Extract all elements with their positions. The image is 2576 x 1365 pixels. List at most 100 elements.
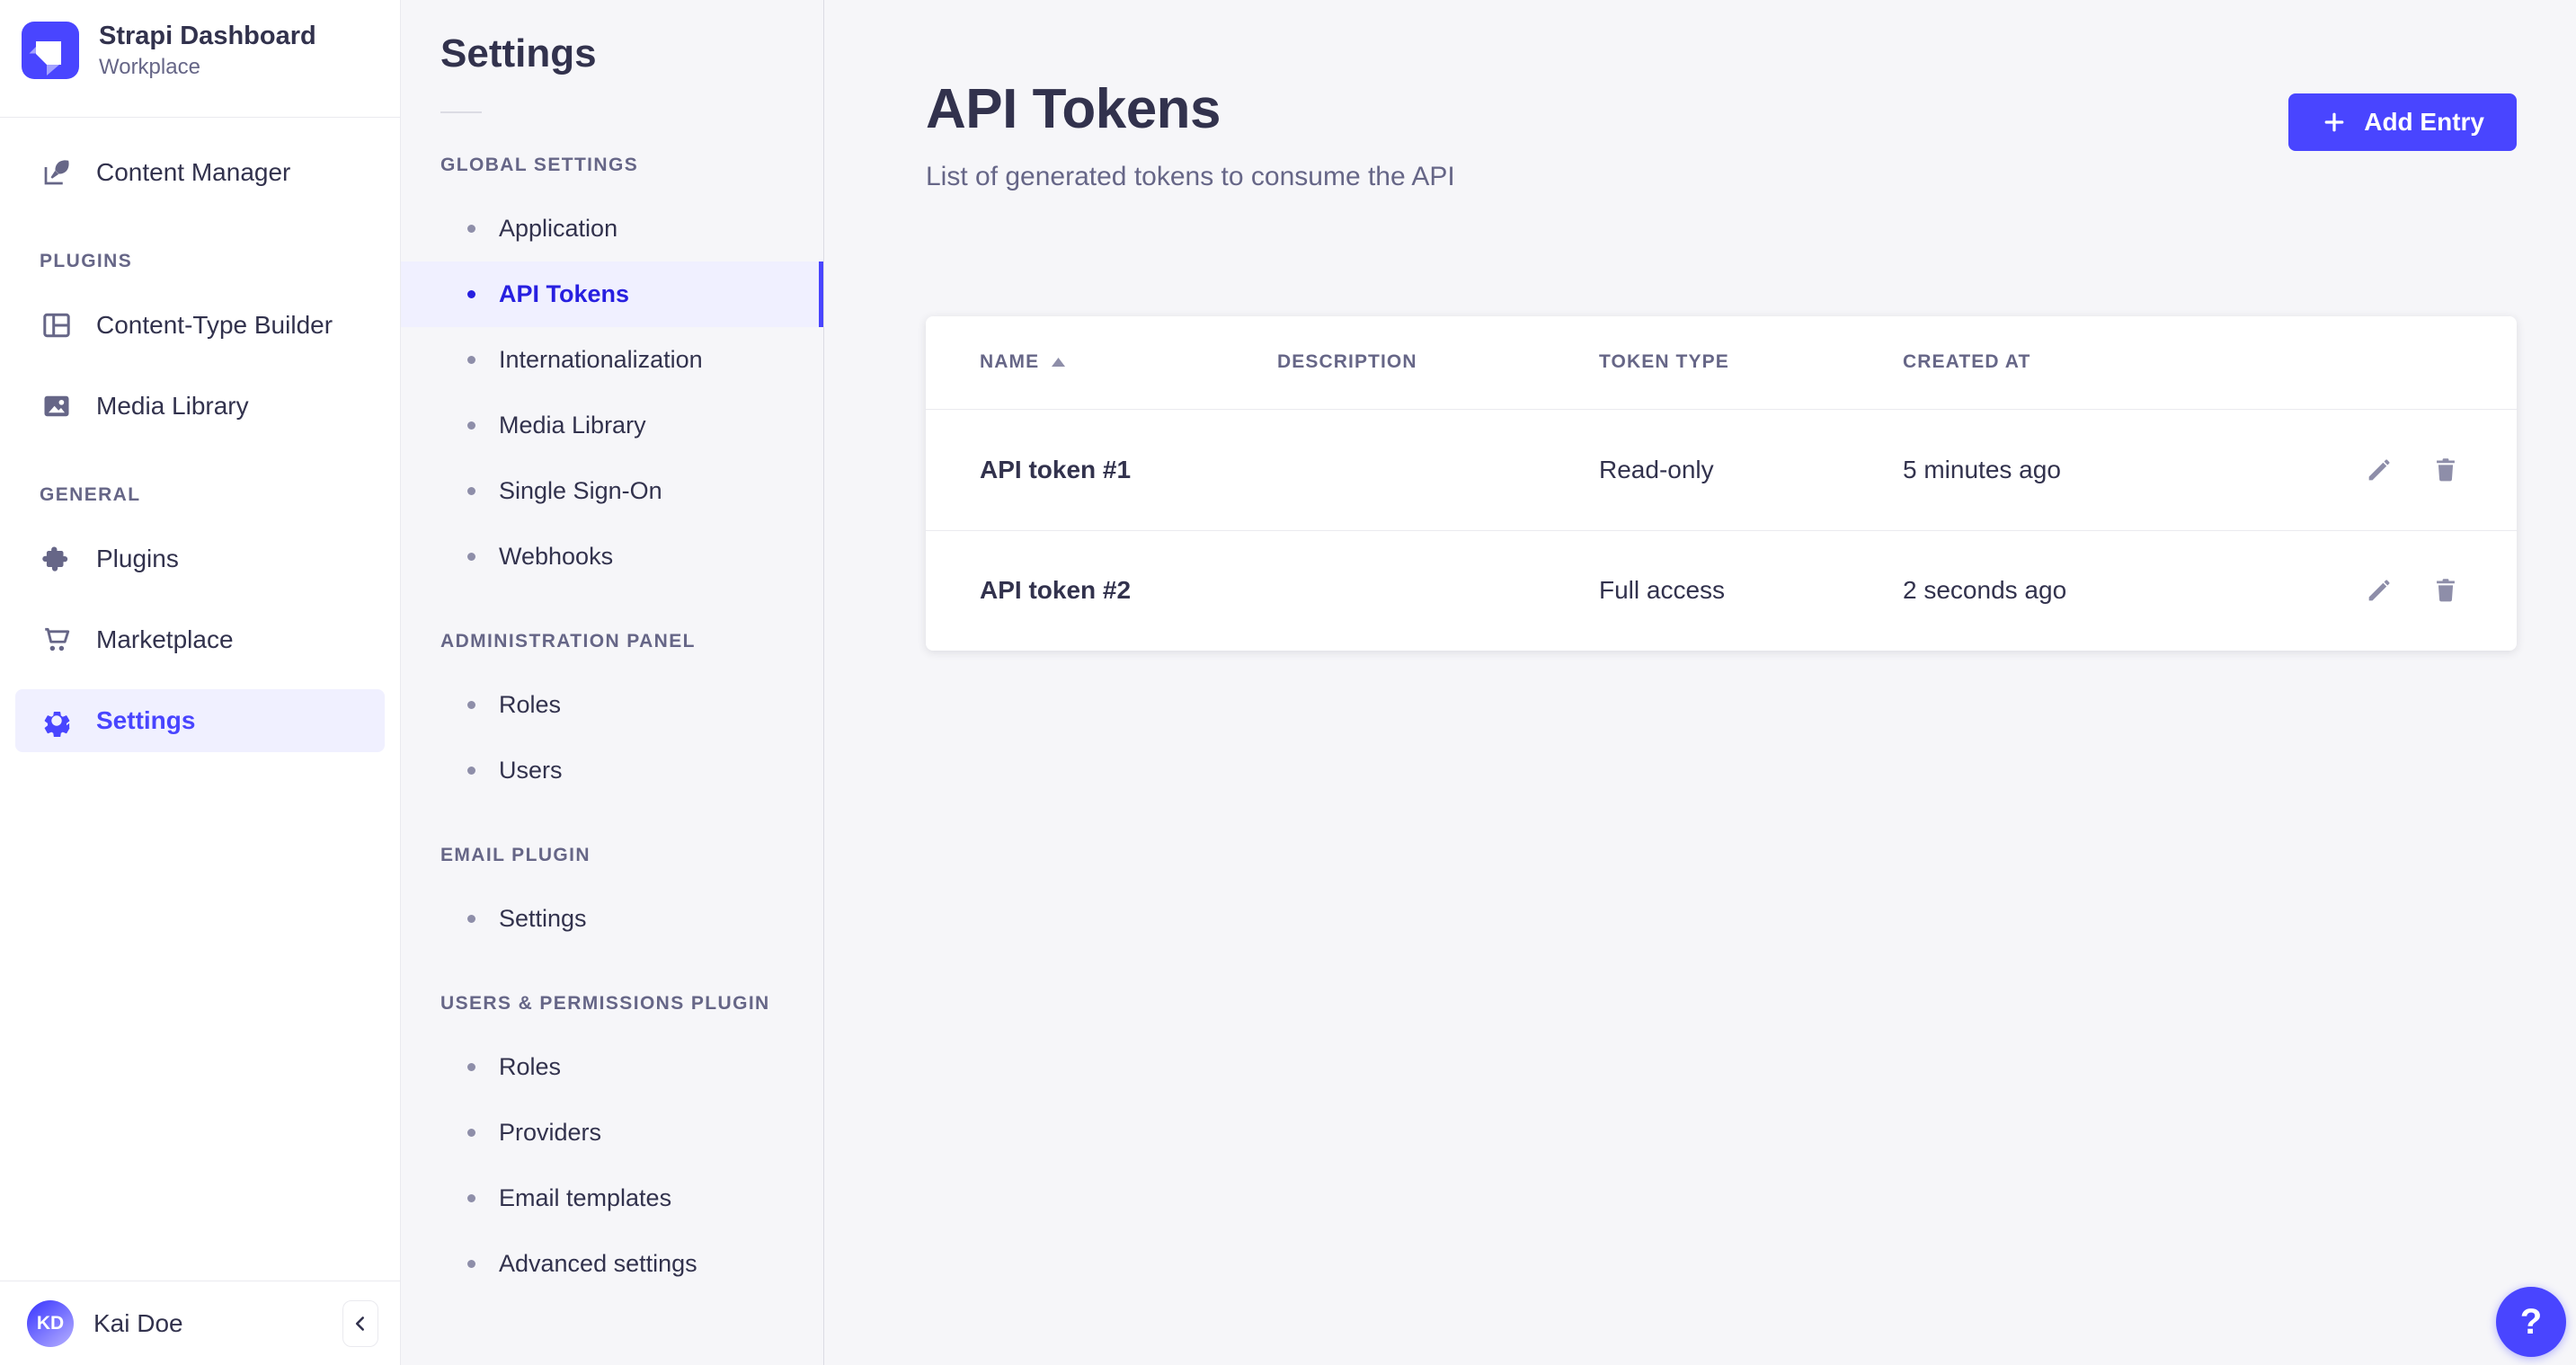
sidebar-item-settings[interactable]: Settings	[15, 688, 385, 752]
sidebar-item-label: Media Library	[96, 391, 249, 420]
subnav-item-email-settings[interactable]: Settings	[401, 886, 823, 952]
workspace-switcher[interactable]: Strapi Dashboard Workplace	[0, 0, 400, 117]
content-manager-icon	[40, 156, 73, 189]
column-header-token-type: TOKEN TYPE	[1599, 351, 1729, 373]
token-type: Full access	[1599, 576, 1726, 605]
bullet-icon	[467, 1129, 475, 1138]
sidebar-item-label: Plugins	[96, 544, 179, 572]
subnav-item-email-templates[interactable]: Email templates	[401, 1166, 823, 1231]
subnav-section-users-permissions-plugin: USERS & PERMISSIONS PLUGIN	[440, 993, 770, 1015]
subnav-item-label: Application	[499, 215, 618, 243]
sidebar-divider	[0, 116, 400, 118]
edit-pencil-icon[interactable]	[2364, 574, 2396, 607]
sidebar-item-label: Marketplace	[96, 625, 234, 653]
subnav-section-email-plugin: EMAIL PLUGIN	[440, 845, 591, 866]
row-actions	[2346, 454, 2463, 486]
user-name: Kai Doe	[93, 1308, 183, 1337]
delete-trash-icon[interactable]	[2430, 574, 2463, 607]
bullet-icon	[467, 767, 475, 776]
bullet-icon	[467, 487, 475, 496]
column-header-name: NAME	[980, 351, 1277, 373]
add-entry-label: Add Entry	[2364, 108, 2484, 136]
column-header-description: DESCRIPTION	[1277, 351, 1417, 373]
subnav-item-label: Single Sign-On	[499, 477, 662, 505]
token-created-at: 5 minutes ago	[1903, 455, 2061, 483]
main-nav-list: Content Manager PLUGINS Content-Type Bui…	[0, 118, 400, 752]
bullet-icon	[467, 1194, 475, 1203]
subnav-item-admin-users[interactable]: Users	[401, 738, 823, 803]
user-row: KD Kai Doe	[0, 1281, 400, 1365]
chevron-left-icon	[349, 1312, 372, 1335]
column-header-created-at: CREATED AT	[1903, 351, 2031, 373]
token-created-at: 2 seconds ago	[1903, 576, 2067, 605]
sidebar-section-general: GENERAL	[40, 483, 141, 505]
sidebar-item-marketplace[interactable]: Marketplace	[15, 608, 385, 671]
marketplace-icon	[40, 624, 73, 656]
bullet-icon	[467, 356, 475, 365]
main-sidebar: Strapi Dashboard Workplace Content Manag…	[0, 0, 401, 1365]
settings-subnav: Settings GLOBAL SETTINGS Application API…	[401, 0, 824, 1365]
subnav-item-internationalization[interactable]: Internationalization	[401, 327, 823, 393]
plugins-icon	[40, 543, 73, 575]
subnav-item-label: API Tokens	[499, 280, 630, 308]
subnav-item-label: Roles	[499, 1053, 562, 1081]
subnav-item-label: Advanced settings	[499, 1250, 697, 1278]
subnav-title: Settings	[440, 31, 597, 75]
subnav-item-up-roles[interactable]: Roles	[401, 1034, 823, 1100]
subnav-item-label: Media Library	[499, 412, 646, 439]
brand-title: Strapi Dashboard	[99, 22, 316, 50]
row-actions	[2346, 574, 2463, 607]
subnav-item-admin-roles[interactable]: Roles	[401, 672, 823, 738]
subnav-divider	[440, 111, 482, 114]
help-button[interactable]: ?	[2496, 1287, 2566, 1357]
sidebar-item-content-manager[interactable]: Content Manager	[15, 141, 385, 204]
bullet-icon	[467, 915, 475, 924]
table-row[interactable]: API token #2 Full access 2 seconds ago	[926, 529, 2517, 651]
brand-text: Strapi Dashboard Workplace	[99, 21, 316, 80]
settings-gear-icon	[40, 705, 73, 737]
page-header: API Tokens List of generated tokens to c…	[926, 78, 2517, 193]
sidebar-item-label: Settings	[96, 705, 196, 734]
subnav-item-label: Roles	[499, 691, 562, 719]
subnav-item-label: Email templates	[499, 1184, 672, 1212]
subnav-section-global-settings: GLOBAL SETTINGS	[440, 155, 639, 176]
subnav-item-application[interactable]: Application	[401, 196, 823, 261]
subnav-item-media-library[interactable]: Media Library	[401, 393, 823, 458]
table-row[interactable]: API token #1 Read-only 5 minutes ago	[926, 410, 2517, 530]
subnav-item-label: Internationalization	[499, 346, 703, 374]
sidebar-item-content-type-builder[interactable]: Content-Type Builder	[15, 294, 385, 357]
subnav-item-providers[interactable]: Providers	[401, 1100, 823, 1166]
edit-pencil-icon[interactable]	[2364, 454, 2396, 486]
bullet-icon	[467, 421, 475, 430]
subnav-item-api-tokens[interactable]: API Tokens	[401, 261, 823, 328]
subnav-item-single-sign-on[interactable]: Single Sign-On	[401, 458, 823, 524]
page-subtitle: List of generated tokens to consume the …	[926, 162, 1455, 192]
subnav-section-administration-panel: ADMINISTRATION PANEL	[440, 631, 696, 652]
sidebar-section-plugins: PLUGINS	[40, 250, 133, 271]
token-type: Read-only	[1599, 455, 1714, 483]
table-header-row: NAME DESCRIPTION TOKEN TYPE CREATED AT	[926, 316, 2517, 410]
sidebar-item-plugins[interactable]: Plugins	[15, 527, 385, 590]
sidebar-item-label: Content Manager	[96, 157, 291, 186]
collapse-sidebar-button[interactable]	[342, 1299, 378, 1347]
add-entry-button[interactable]: Add Entry	[2288, 93, 2517, 151]
bullet-icon	[467, 225, 475, 234]
subnav-item-label: Providers	[499, 1119, 602, 1147]
main-content: API Tokens List of generated tokens to c…	[824, 0, 2576, 1365]
avatar[interactable]: KD	[27, 1299, 74, 1347]
page-title: API Tokens	[926, 78, 1221, 140]
media-library-icon	[40, 390, 73, 422]
sidebar-item-media-library[interactable]: Media Library	[15, 375, 385, 438]
sort-ascending-icon[interactable]	[1052, 358, 1066, 368]
bullet-icon	[467, 1063, 475, 1072]
plus-icon	[2321, 109, 2348, 136]
token-name: API token #1	[980, 455, 1132, 483]
subnav-item-label: Webhooks	[499, 543, 614, 571]
delete-trash-icon[interactable]	[2430, 454, 2463, 486]
bullet-icon	[467, 701, 475, 710]
subnav-item-advanced-settings[interactable]: Advanced settings	[401, 1231, 823, 1297]
subnav-item-webhooks[interactable]: Webhooks	[401, 524, 823, 589]
page-header-text: API Tokens List of generated tokens to c…	[926, 78, 1455, 193]
bullet-icon	[467, 290, 475, 299]
